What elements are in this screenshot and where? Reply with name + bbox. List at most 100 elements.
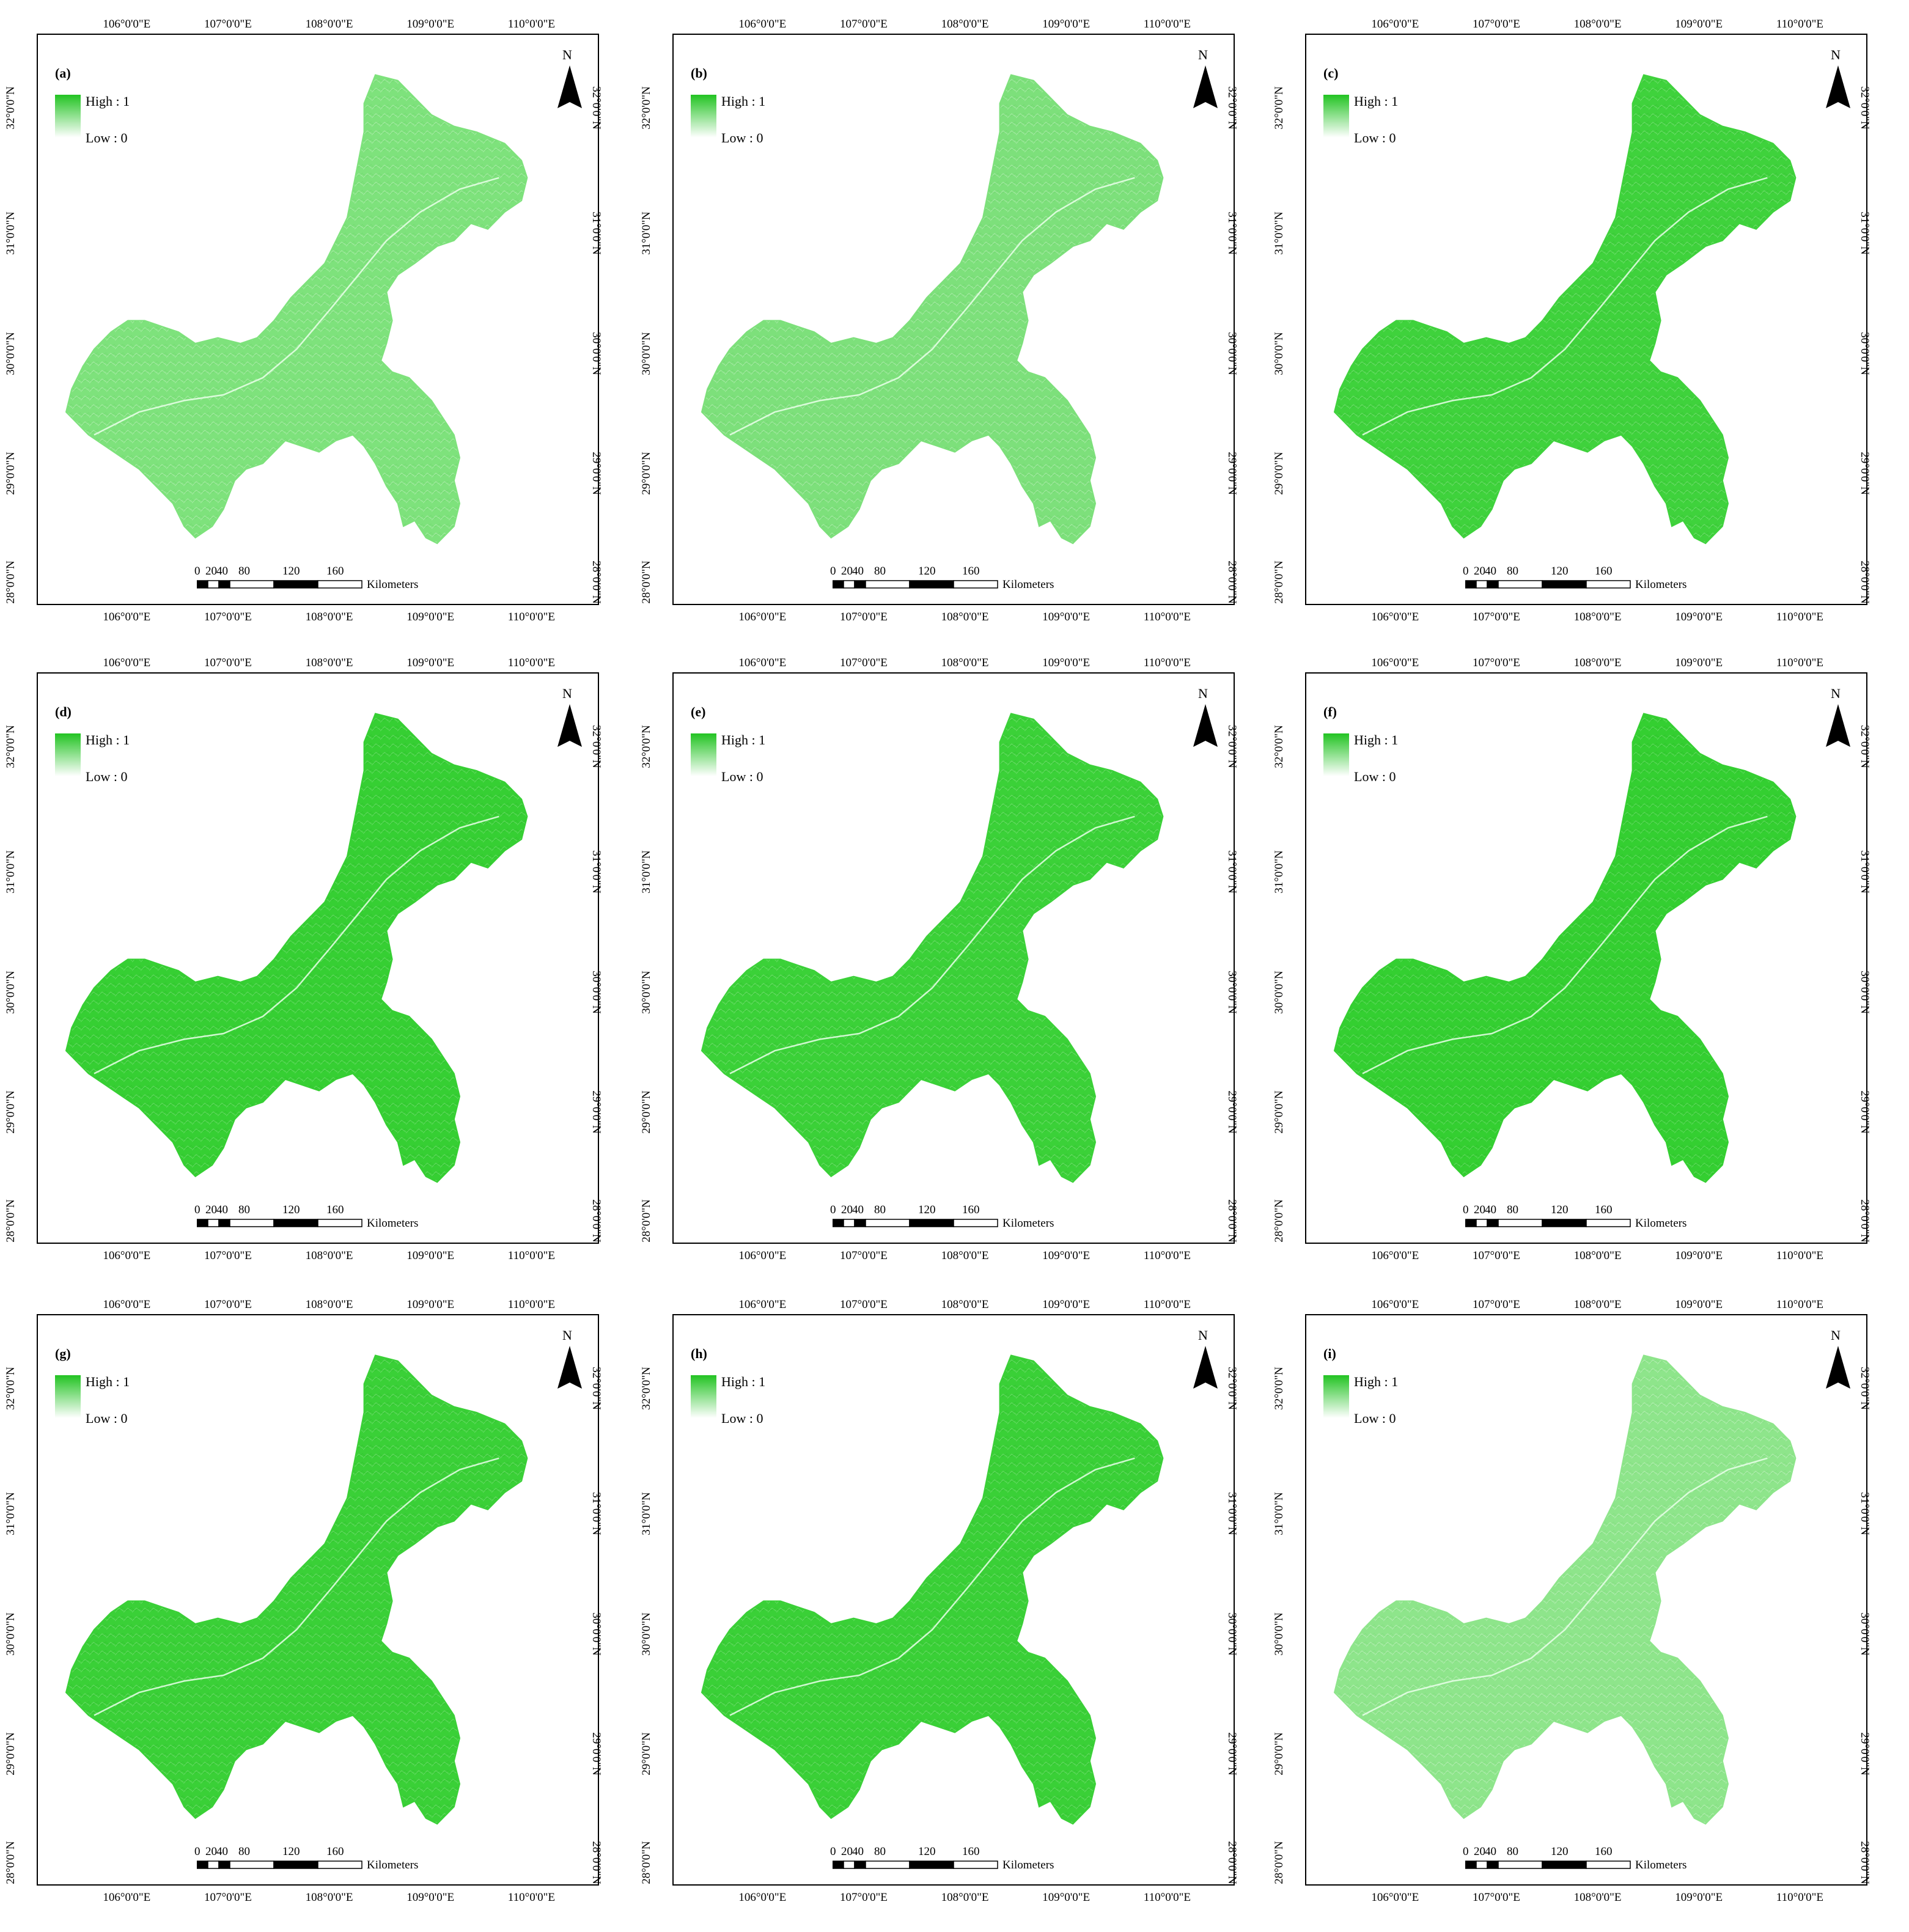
legend-high-label: High : 1: [1354, 94, 1399, 109]
region-map: [65, 1354, 528, 1825]
scale-tick-label: 160: [326, 565, 344, 578]
longitude-tick-label: 108°0'0"E: [305, 1249, 353, 1262]
river-line: [94, 1457, 499, 1716]
latitude-tick-label: 31°0'0"N: [639, 211, 653, 255]
longitude-tick-label: 109°0'0"E: [1042, 1298, 1091, 1311]
scale-unit-label: Kilometers: [1002, 578, 1054, 591]
north-label: N: [1198, 47, 1208, 62]
scale-tick-label: 80: [1507, 1845, 1518, 1858]
latitude-tick-label: 30°0'0"N: [1225, 331, 1238, 375]
scale-tick-label: 20: [1474, 565, 1485, 578]
longitude-tick-label: 108°0'0"E: [941, 1891, 989, 1904]
scale-unit-label: Kilometers: [367, 1859, 419, 1871]
scale-tick-label: 20: [1474, 1845, 1485, 1858]
scale-tick-label: 160: [962, 1203, 980, 1216]
map-frame: (b) High : 1 Low : 0 N 0 20 40 80 120 160 Kilomete…: [672, 34, 1235, 605]
map-panel: (c) High : 1 Low : 0 N 0 20 40 80 120 160 Kilomete…: [1273, 18, 1892, 642]
legend-gradient: [1323, 95, 1349, 138]
map-frame: (c) High : 1 Low : 0 N 0 20 40 80 120 160 Kilomete…: [1305, 34, 1867, 605]
scale-tick-label: 160: [962, 565, 980, 578]
longitude-tick-label: 106°0'0"E: [738, 1891, 787, 1904]
longitude-tick-label: 107°0'0"E: [204, 1249, 252, 1262]
scale-tick-label: 20: [841, 1845, 853, 1858]
north-arrow-icon: [1193, 704, 1218, 747]
panel-label: (b): [691, 65, 707, 81]
scale-unit-label: Kilometers: [1002, 1217, 1054, 1230]
latitude-tick-label: 28°0'0"N: [4, 560, 17, 604]
latitude-tick-label: 29°0'0"N: [639, 452, 653, 495]
scale-tick-label: 80: [238, 1845, 250, 1858]
region-map: [701, 713, 1164, 1183]
latitude-tick-label: 29°0'0"N: [1272, 1732, 1286, 1776]
legend-gradient: [691, 1375, 716, 1418]
latitude-tick-label: 32°0'0"N: [1225, 86, 1238, 130]
longitude-tick-label: 108°0'0"E: [1573, 1891, 1622, 1904]
scale-tick-label: 20: [841, 565, 853, 578]
region-shape: [65, 1354, 528, 1825]
latitude-tick-label: 29°0'0"N: [1858, 1732, 1871, 1776]
north-label: N: [1198, 686, 1208, 701]
latitude-tick-label: 28°0'0"N: [589, 1199, 603, 1243]
latitude-tick-label: 32°0'0"N: [1272, 1366, 1286, 1410]
map-frame: (e) High : 1 Low : 0 N 0 20 40 80 120 160 Kilomete…: [672, 672, 1235, 1244]
scale-tick-label: 0: [1463, 565, 1469, 578]
legend-low-label: Low : 0: [721, 1411, 763, 1426]
latitude-tick-label: 31°0'0"N: [589, 850, 603, 894]
region-map: [1333, 74, 1797, 545]
longitude-tick-label: 107°0'0"E: [204, 611, 252, 623]
longitude-tick-label: 110°0'0"E: [1143, 1298, 1191, 1311]
latitude-tick-label: 29°0'0"N: [1858, 452, 1871, 495]
panel-label: (g): [55, 1346, 71, 1361]
legend-high-label: High : 1: [86, 732, 130, 747]
longitude-tick-label: 110°0'0"E: [1143, 1249, 1191, 1262]
scale-tick-label: 120: [918, 1845, 936, 1858]
river-line: [94, 815, 499, 1074]
longitude-tick-label: 106°0'0"E: [1371, 1249, 1419, 1262]
scale-tick-label: 20: [205, 1203, 217, 1216]
longitude-tick-label: 107°0'0"E: [840, 611, 888, 623]
legend-high-label: High : 1: [721, 94, 766, 109]
scale-tick-label: 0: [194, 1203, 200, 1216]
latitude-tick-label: 29°0'0"N: [1858, 1090, 1871, 1134]
latitude-tick-label: 29°0'0"N: [639, 1732, 653, 1776]
longitude-tick-label: 108°0'0"E: [305, 1298, 353, 1311]
region-map: [1333, 713, 1797, 1183]
longitude-tick-label: 109°0'0"E: [1042, 1891, 1091, 1904]
region-shape: [65, 713, 528, 1183]
latitude-tick-label: 29°0'0"N: [1272, 1090, 1286, 1134]
scale-unit-label: Kilometers: [367, 1217, 419, 1230]
legend-low-label: Low : 0: [1354, 1411, 1396, 1426]
scale-tick-label: 120: [1551, 565, 1569, 578]
north-arrow-icon: [1826, 704, 1850, 747]
longitude-tick-label: 106°0'0"E: [738, 1249, 787, 1262]
longitude-tick-label: 108°0'0"E: [305, 656, 353, 669]
longitude-tick-label: 106°0'0"E: [103, 656, 151, 669]
longitude-tick-label: 108°0'0"E: [941, 1298, 989, 1311]
river-line: [729, 815, 1135, 1074]
longitude-tick-label: 109°0'0"E: [1042, 18, 1091, 31]
longitude-tick-label: 110°0'0"E: [1776, 1298, 1823, 1311]
longitude-tick-label: 106°0'0"E: [103, 18, 151, 31]
latitude-tick-label: 32°0'0"N: [4, 86, 17, 130]
longitude-tick-label: 108°0'0"E: [941, 1249, 989, 1262]
north-label: N: [562, 1328, 572, 1343]
longitude-tick-label: 106°0'0"E: [738, 18, 787, 31]
longitude-tick-label: 109°0'0"E: [1042, 1249, 1091, 1262]
latitude-tick-label: 32°0'0"N: [1225, 1366, 1238, 1410]
panel-label: (h): [691, 1346, 707, 1361]
scale-tick-label: 80: [238, 565, 250, 578]
latitude-tick-label: 31°0'0"N: [1272, 211, 1286, 255]
longitude-tick-label: 109°0'0"E: [1042, 656, 1091, 669]
scale-tick-label: 80: [1507, 1203, 1518, 1216]
longitude-tick-label: 108°0'0"E: [1573, 656, 1622, 669]
scale-tick-label: 160: [1595, 565, 1613, 578]
latitude-tick-label: 29°0'0"N: [1272, 452, 1286, 495]
latitude-tick-label: 32°0'0"N: [1272, 724, 1286, 768]
region-shape: [701, 74, 1164, 545]
legend-gradient: [691, 733, 716, 776]
map-panel: (g) High : 1 Low : 0 N 0 20 40 80 120 160 Kilomete…: [4, 1298, 623, 1922]
longitude-tick-label: 110°0'0"E: [1776, 18, 1823, 31]
longitude-tick-label: 106°0'0"E: [1371, 611, 1419, 623]
latitude-tick-label: 29°0'0"N: [1225, 452, 1238, 495]
latitude-tick-label: 32°0'0"N: [1272, 86, 1286, 130]
